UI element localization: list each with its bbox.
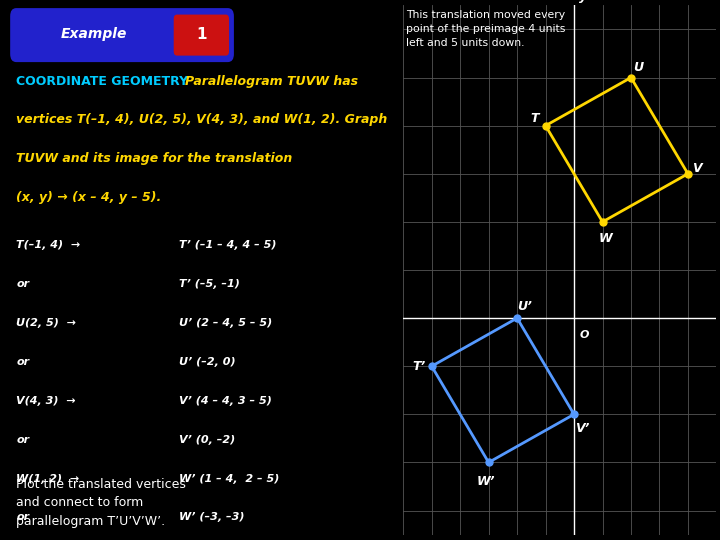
FancyBboxPatch shape xyxy=(174,15,229,56)
Text: TUVW and its image for the translation: TUVW and its image for the translation xyxy=(17,152,292,165)
Text: V’: V’ xyxy=(575,422,589,435)
Text: U’: U’ xyxy=(517,300,531,313)
Text: T’ (–1 – 4, 4 – 5): T’ (–1 – 4, 4 – 5) xyxy=(179,240,276,251)
Text: Plot the translated vertices
and connect to form
parallelogram T’U’V’W’.: Plot the translated vertices and connect… xyxy=(17,478,186,528)
Text: V’ (0, –2): V’ (0, –2) xyxy=(179,435,235,445)
Text: W(1, 2)  →: W(1, 2) → xyxy=(17,474,79,484)
Text: U’ (2 – 4, 5 – 5): U’ (2 – 4, 5 – 5) xyxy=(179,318,272,328)
Text: y: y xyxy=(579,0,588,3)
Text: or: or xyxy=(17,435,30,445)
Text: T’ (–5, –1): T’ (–5, –1) xyxy=(179,279,240,289)
Text: T(–1, 4)  →: T(–1, 4) → xyxy=(17,240,81,251)
Text: U: U xyxy=(633,62,643,75)
Text: O: O xyxy=(579,330,589,340)
Text: COORDINATE GEOMETRY: COORDINATE GEOMETRY xyxy=(17,75,189,87)
Text: V(4, 3)  →: V(4, 3) → xyxy=(17,396,76,406)
Text: vertices T(–1, 4), U(2, 5), V(4, 3), and W(1, 2). Graph: vertices T(–1, 4), U(2, 5), V(4, 3), and… xyxy=(17,113,387,126)
Text: T: T xyxy=(530,112,539,125)
Text: V: V xyxy=(692,163,701,176)
Text: Parallelogram TUVW has: Parallelogram TUVW has xyxy=(185,75,359,87)
Text: Example: Example xyxy=(60,27,127,41)
Text: V’ (4 – 4, 3 – 5): V’ (4 – 4, 3 – 5) xyxy=(179,396,272,406)
Text: U’ (–2, 0): U’ (–2, 0) xyxy=(179,357,235,367)
Text: or: or xyxy=(17,279,30,289)
Text: or: or xyxy=(17,357,30,367)
Text: T’: T’ xyxy=(413,360,426,373)
Text: U(2, 5)  →: U(2, 5) → xyxy=(17,318,76,328)
Text: W’: W’ xyxy=(477,475,495,488)
FancyBboxPatch shape xyxy=(10,8,234,62)
Text: 1: 1 xyxy=(196,26,207,42)
Text: or: or xyxy=(17,512,30,523)
Text: (x, y) → (x – 4, y – 5).: (x, y) → (x – 4, y – 5). xyxy=(17,191,161,204)
Text: W’ (1 – 4,  2 – 5): W’ (1 – 4, 2 – 5) xyxy=(179,474,279,484)
Text: W: W xyxy=(598,232,612,245)
Text: W’ (–3, –3): W’ (–3, –3) xyxy=(179,512,245,523)
Text: This translation moved every
point of the preimage 4 units
left and 5 units down: This translation moved every point of th… xyxy=(406,10,565,48)
